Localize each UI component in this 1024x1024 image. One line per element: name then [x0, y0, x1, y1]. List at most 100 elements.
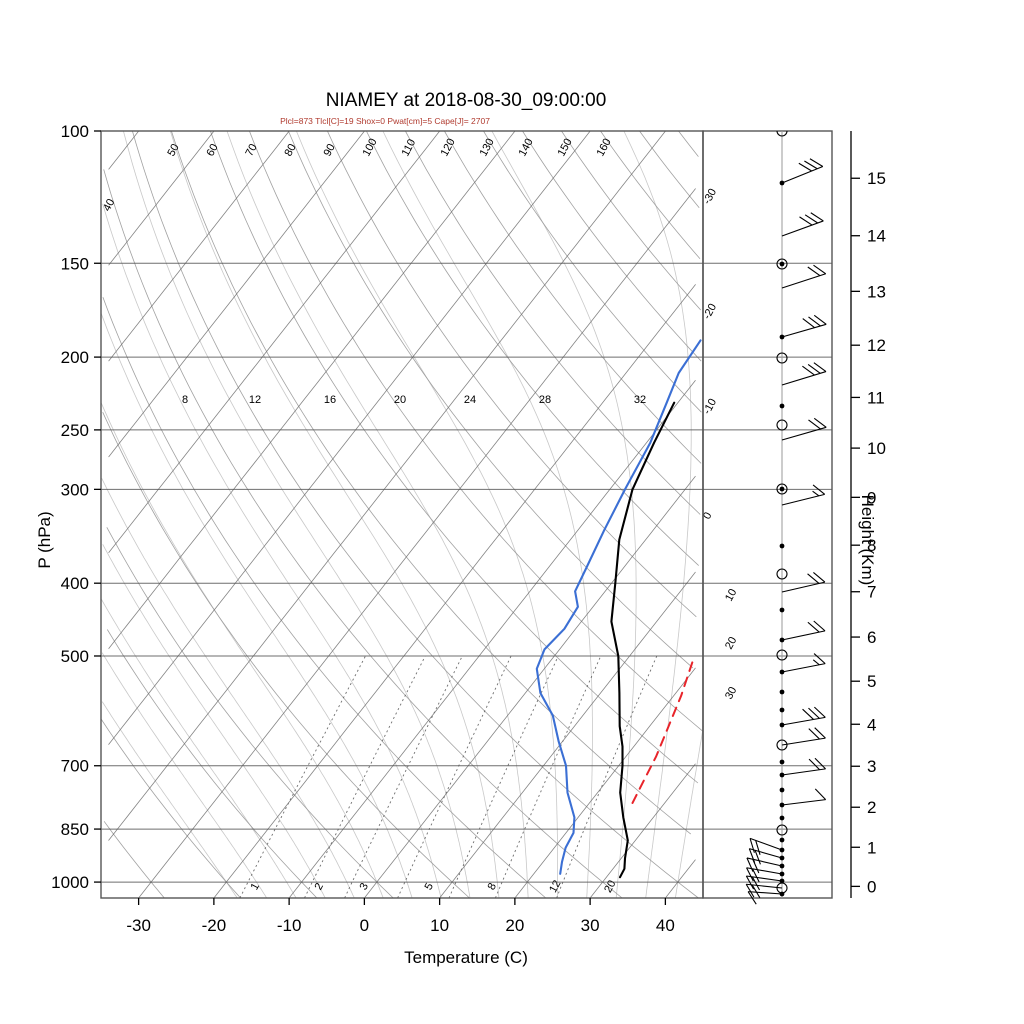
wind-level-circle [776, 352, 788, 364]
temperature-tick-label: 20 [505, 916, 524, 935]
mixing-ratio-label: 8 [486, 881, 499, 892]
wind-level-dot [779, 815, 785, 821]
wind-barb-group [745, 130, 827, 905]
height-tick-label: 11 [867, 388, 885, 407]
wind-barb [781, 314, 827, 338]
pressure-tick-label: 850 [61, 820, 89, 839]
height-tick-label: 12 [867, 336, 886, 355]
sounding-curve-dewpoint [535, 339, 702, 875]
height-tick-label: 10 [867, 439, 886, 458]
wind-level-dot [779, 707, 785, 713]
wind-barb [745, 875, 783, 891]
wind-barb [749, 837, 783, 855]
wind-barb [781, 757, 826, 776]
isotherm-label-right: -20 [701, 302, 719, 322]
pressure-tick-label: 100 [61, 122, 89, 141]
sounding-curve-temperature [610, 401, 676, 879]
mixing-ratio-group: 1 2 3 5 8 12 20 [239, 655, 658, 899]
wind-level-arc [776, 130, 788, 137]
wind-barb [781, 158, 824, 184]
moist-adiabat-label: 24 [464, 394, 476, 406]
moist-adiabat-label: 28 [539, 394, 551, 406]
temperature-tick-label: 10 [430, 916, 449, 935]
dry-adiabat-label: 60 [204, 142, 220, 158]
wind-level-circle [776, 419, 788, 431]
mixing-ratio-label: 12 [547, 878, 563, 894]
isotherms-group [108, 130, 696, 899]
mixing-ratio-label: 2 [313, 881, 326, 892]
isotherm-label-right: 0 [701, 510, 714, 521]
pressure-tick-label: 400 [61, 574, 89, 593]
wind-barb [781, 653, 826, 673]
mixing-ratio-label: 1 [249, 881, 262, 892]
axis-ticks-group: 100 150 200 250 300 400 500 70 0 850 100 0 -30 -20 -10… [51, 122, 886, 935]
temperature-tick-label: -20 [202, 916, 227, 935]
moist-adiabat-label: 8 [182, 394, 188, 406]
mixing-ratio-label: 20 [602, 878, 618, 894]
pressure-tick-label: 500 [61, 647, 89, 666]
wind-level-dot [779, 837, 785, 843]
wind-barb [781, 362, 827, 386]
height-tick-label: 5 [867, 672, 876, 691]
isotherm-label-right: -30 [701, 187, 719, 207]
wind-level-dot [779, 403, 785, 409]
height-tick-label: 7 [867, 583, 876, 602]
dry-adiabat-label: 150 [556, 137, 575, 159]
wind-level-circle [776, 483, 788, 495]
dry-adiabat-label: 130 [478, 137, 497, 159]
height-tick-label: 6 [867, 628, 876, 647]
height-tick-label: 14 [867, 227, 886, 246]
wind-level-dot [779, 607, 785, 613]
pressure-tick-label: 300 [61, 480, 89, 499]
height-tick-label: 1 [867, 838, 876, 857]
isotherm-labels-group: -30 -20 -10 0 10 20 30 [701, 187, 739, 702]
dry-adiabat-label: 110 [399, 137, 418, 158]
isotherm-label-right: 20 [723, 635, 739, 651]
height-tick-label: 3 [867, 757, 876, 776]
height-tick-label: 8 [867, 536, 876, 555]
dry-adiabat-label: 70 [243, 142, 259, 158]
dry-adiabat-label: 160 [595, 137, 614, 159]
wind-level-circle [776, 258, 788, 270]
dry-adiabat-label: 140 [517, 137, 536, 159]
height-axis-title: Height (Km) [858, 495, 877, 586]
wind-barb [746, 867, 783, 883]
temperature-tick-label: -10 [277, 916, 302, 935]
dry-adiabat-label: 80 [282, 142, 298, 158]
wind-barb [781, 572, 826, 593]
dry-adiabat-label: 120 [439, 137, 458, 159]
height-tick-label: 4 [867, 715, 876, 734]
pressure-tick-label: 200 [61, 348, 89, 367]
wind-level-dot [779, 759, 785, 765]
wind-level-dot [779, 261, 785, 267]
wind-level-dot [779, 543, 785, 549]
temperature-tick-label: -30 [126, 916, 151, 935]
wind-level-circle [776, 824, 788, 836]
y-axis-title: P (hPa) [35, 511, 54, 568]
pressure-tick-label: 250 [61, 421, 89, 440]
wind-barb [745, 883, 783, 899]
dry-adiabat-label: 100 [360, 137, 379, 159]
isotherm-label-right: 30 [723, 685, 739, 701]
dry-adiabat-label: 90 [321, 142, 337, 158]
x-axis-title: Temperature (C) [404, 948, 528, 967]
wind-barb [781, 417, 827, 441]
mixing-ratio-label: 5 [423, 881, 436, 892]
moist-adiabat-label: 32 [634, 394, 646, 406]
wind-barb [781, 620, 826, 641]
wind-level-dot [779, 787, 785, 793]
height-tick-label: 0 [867, 877, 876, 896]
wind-panel-box [702, 130, 833, 899]
wind-level-circle [776, 739, 788, 751]
isotherm-label-right: -10 [701, 397, 719, 417]
page-title: NIAMEY at 2018-08-30_09:00:00 [326, 90, 607, 111]
wind-level-circle [776, 649, 788, 661]
wind-barb [781, 264, 827, 289]
plot-frame [100, 130, 833, 899]
wind-barb [781, 706, 826, 726]
wind-barb [746, 857, 783, 874]
moist-adiabat-label: 16 [324, 394, 336, 406]
sounding-series-group [535, 339, 702, 879]
